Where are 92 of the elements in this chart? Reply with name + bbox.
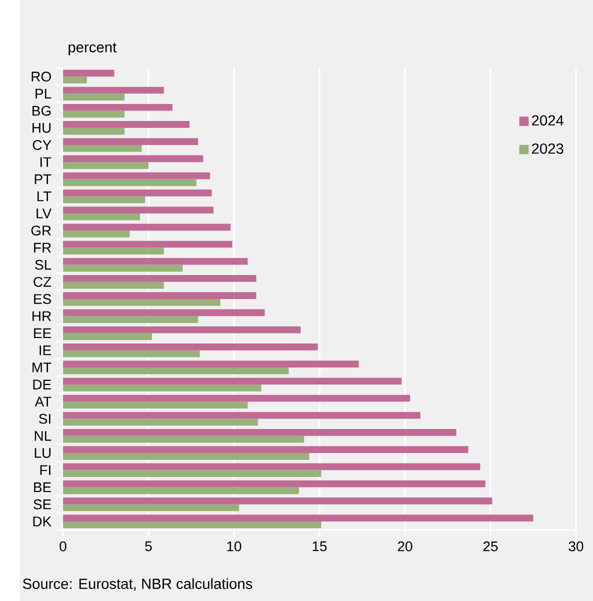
y-tick-label: CZ: [34, 276, 52, 287]
y-tick-label: EE: [34, 328, 51, 338]
y-tick-label: FI: [40, 465, 50, 475]
bar: [63, 299, 220, 306]
source-note: Source: Eurostat, NBR calculations: [22, 578, 252, 591]
y-tick-label: LU: [34, 448, 51, 458]
bar: [63, 292, 256, 300]
x-tick-label: 20: [398, 541, 412, 552]
bar: [63, 418, 258, 426]
x-tick-label: 10: [227, 541, 242, 552]
y-tick-label: NL: [34, 431, 52, 441]
bar: [63, 402, 248, 409]
bar: [63, 326, 301, 334]
bar: [63, 121, 190, 128]
bar: [63, 128, 125, 135]
y-tick-label: PL: [36, 88, 52, 98]
bar: [63, 514, 534, 522]
bar: [63, 213, 140, 220]
bar: [63, 453, 310, 460]
y-tick-label: BE: [34, 482, 51, 492]
bar: [63, 248, 164, 255]
bar: [63, 378, 402, 385]
bar: [63, 333, 152, 340]
y-tick-label: HU: [32, 123, 51, 133]
bar: [63, 360, 359, 368]
y-tick-label: CY: [32, 140, 52, 150]
bar: [63, 138, 198, 146]
y-tick-label: MT: [32, 362, 52, 372]
bar: [63, 155, 204, 162]
bar: [63, 94, 125, 101]
bar: [63, 412, 420, 419]
bar: [63, 504, 240, 512]
legend-label: 2023: [532, 143, 564, 154]
bar: [63, 480, 486, 488]
y-tick-label: IT: [40, 157, 52, 167]
bar: [63, 275, 256, 282]
bar: [63, 206, 214, 214]
bar: [63, 350, 200, 358]
bar: [63, 258, 248, 265]
bar: [63, 316, 198, 323]
bar: [63, 264, 183, 272]
bar: [63, 196, 146, 204]
legend-label: 2024: [532, 115, 564, 126]
y-tick-label: PT: [34, 174, 52, 184]
y-tick-label: SI: [39, 414, 50, 424]
bar: [63, 179, 196, 186]
bar: [63, 309, 265, 316]
y-tick-label: HR: [32, 311, 51, 321]
bar: [63, 367, 289, 374]
bar: [63, 436, 304, 443]
bar: [63, 70, 114, 77]
bar: [63, 463, 480, 470]
bar: [63, 145, 142, 152]
x-tick-label: 5: [145, 541, 152, 552]
y-tick-label: SE: [34, 499, 51, 510]
x-tick-label: 0: [60, 541, 66, 552]
y-tick-label: LT: [37, 192, 52, 202]
bar: [63, 224, 231, 231]
bar: [63, 497, 492, 504]
bar: [63, 110, 125, 118]
bar: [63, 394, 410, 402]
bar: [63, 470, 322, 477]
bar: [63, 86, 164, 94]
y-tick-label: SL: [35, 260, 52, 270]
bar: [63, 446, 468, 454]
bar: [63, 162, 148, 169]
bar: [63, 343, 318, 350]
y-tick-label: AT: [34, 396, 52, 406]
bar: [63, 104, 172, 111]
x-tick-label: 30: [568, 541, 584, 552]
y-tick-label: GR: [31, 226, 51, 236]
y-tick-label: DK: [33, 516, 52, 526]
bar: [63, 487, 299, 494]
bar: [63, 240, 232, 248]
x-tick-label: 15: [312, 541, 327, 552]
y-tick-label: LV: [36, 208, 52, 218]
y-tick-label: ES: [34, 294, 51, 304]
bar: [63, 230, 130, 238]
bar: [63, 76, 87, 84]
bar: [63, 384, 262, 392]
x-tick-label: 25: [483, 541, 498, 552]
bar: [63, 282, 164, 289]
bar: [63, 190, 212, 196]
bar: [63, 172, 210, 180]
y-tick-label: DE: [33, 380, 51, 390]
y-tick-label: RO: [32, 72, 51, 82]
bar: [63, 429, 456, 436]
y-tick-label: BG: [32, 106, 51, 116]
x-axis-title: percent: [68, 42, 117, 56]
bar: [63, 521, 322, 528]
y-tick-label: FR: [34, 242, 51, 252]
y-tick-label: IE: [40, 346, 52, 356]
